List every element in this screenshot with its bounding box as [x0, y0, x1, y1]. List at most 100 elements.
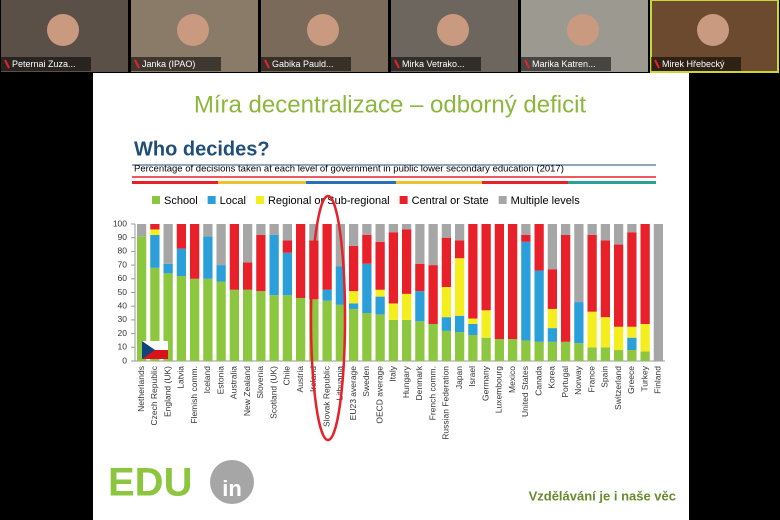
bar-segment — [295, 297, 306, 361]
bar-segment — [507, 224, 518, 340]
y-tick-label: 80 — [118, 246, 128, 256]
bar-segment — [136, 224, 147, 237]
bar-segment — [176, 224, 187, 249]
y-tick-label: 100 — [113, 218, 127, 228]
legend-label: School — [164, 195, 198, 207]
participant-head — [177, 14, 209, 46]
bar-segment — [176, 248, 187, 277]
bar-segment — [150, 267, 160, 361]
x-tick-label: Slovenia — [255, 366, 265, 399]
legend-swatch — [498, 196, 507, 204]
y-tick-label: 20 — [118, 328, 128, 338]
x-tick-label: Iceland — [202, 366, 212, 394]
x-tick-label: France — [586, 366, 596, 393]
bar-segment — [547, 341, 558, 361]
bar-segment — [613, 326, 624, 351]
bar-segment — [600, 224, 611, 241]
bar-segment — [481, 310, 491, 338]
bar-segment — [176, 276, 187, 361]
bar-segment — [375, 314, 385, 361]
bar-segment — [640, 351, 650, 361]
participant-name: Peternai Zuza... — [12, 59, 76, 69]
bar-segment — [587, 234, 597, 312]
participant-name: Mirek Hřebecký — [662, 59, 725, 69]
bar-segment — [494, 339, 505, 361]
bar-segment — [282, 295, 293, 361]
bar-segment — [415, 321, 425, 361]
bar-segment — [269, 234, 279, 296]
participant-head — [697, 14, 729, 46]
x-tick-label: Turkey — [639, 365, 649, 391]
bar-segment — [468, 224, 478, 319]
mic-muted-icon — [4, 59, 10, 69]
bar-segment — [547, 328, 558, 342]
x-tick-label: Estonia — [215, 366, 225, 395]
bar-segment — [388, 319, 399, 361]
x-tick-label: OECD average — [374, 366, 384, 424]
bar-segment — [415, 224, 425, 264]
bar-segment — [256, 234, 266, 292]
x-tick-label: Austria — [295, 366, 305, 393]
x-tick-label: Korea — [547, 366, 557, 389]
legend-swatch — [255, 196, 264, 204]
bar-segment — [216, 265, 226, 282]
bar-segment — [375, 296, 385, 315]
bar-segment — [574, 343, 584, 361]
bar-segment — [375, 224, 385, 242]
bar-segment — [375, 241, 385, 290]
bar-segment — [547, 224, 558, 270]
bar-segment — [136, 236, 147, 361]
bar-segment — [627, 326, 637, 338]
x-tick-label: Italy — [388, 365, 398, 381]
chart: School Local Regional or Sub-regional Centr… — [113, 195, 665, 440]
bar-segment — [640, 224, 650, 325]
bar-segment — [534, 224, 544, 271]
x-tick-label: Germany — [480, 365, 490, 401]
x-tick-label: Czech Republic — [149, 365, 159, 425]
bar-segment — [627, 350, 637, 361]
video-strip: Peternai Zuza... Janka (IPAO) Gabika Pauld… — [1, 0, 779, 73]
slide-title: Míra decentralizace – odborný deficit — [194, 91, 587, 118]
y-tick-label: 40 — [118, 300, 128, 310]
bar-segment — [335, 224, 346, 267]
bar-segment — [600, 240, 611, 318]
bar-segment — [375, 289, 385, 297]
x-tick-label: Spain — [600, 366, 610, 388]
flag — [142, 341, 168, 359]
bar-segment — [454, 224, 465, 241]
y-tick-label: 30 — [118, 314, 128, 324]
bar-segment — [534, 270, 544, 342]
bar-segment — [415, 263, 425, 292]
bar-segment — [229, 224, 240, 290]
x-tick-label: Luxembourg — [494, 366, 504, 414]
bar-segment — [295, 224, 306, 298]
x-tick-label: Chile — [282, 366, 292, 386]
mic-muted-icon — [394, 59, 400, 69]
bar-segment — [282, 224, 293, 241]
bar-segment — [481, 224, 491, 311]
bar-segment — [454, 315, 465, 333]
bar-segment — [481, 337, 491, 361]
bar-segment — [362, 263, 372, 314]
x-tick-label: Israel — [467, 366, 477, 387]
bar-segment — [441, 330, 452, 361]
bar-segment — [163, 273, 173, 361]
bar-segment — [600, 317, 611, 348]
x-tick-label: Hungary — [401, 365, 411, 398]
legend-label: Central or State — [412, 195, 489, 207]
bar-segment — [348, 308, 359, 361]
bar-segment — [441, 287, 452, 318]
x-tick-label: Switzerland — [613, 366, 623, 410]
x-tick-label: Portugal — [560, 366, 570, 398]
bar-segment — [348, 303, 359, 309]
bar-segment — [415, 291, 425, 322]
x-tick-label: Slovak Republic — [321, 365, 331, 427]
x-tick-label: Greece — [626, 366, 636, 394]
x-tick-label: Sweden — [361, 366, 371, 397]
bar-segment — [613, 224, 624, 245]
x-tick-label: Flemish comm. — [189, 366, 199, 424]
bar-segment — [401, 319, 412, 361]
bar-segment — [534, 341, 544, 361]
mic-muted-icon — [524, 59, 530, 69]
bar-segment — [309, 224, 319, 241]
